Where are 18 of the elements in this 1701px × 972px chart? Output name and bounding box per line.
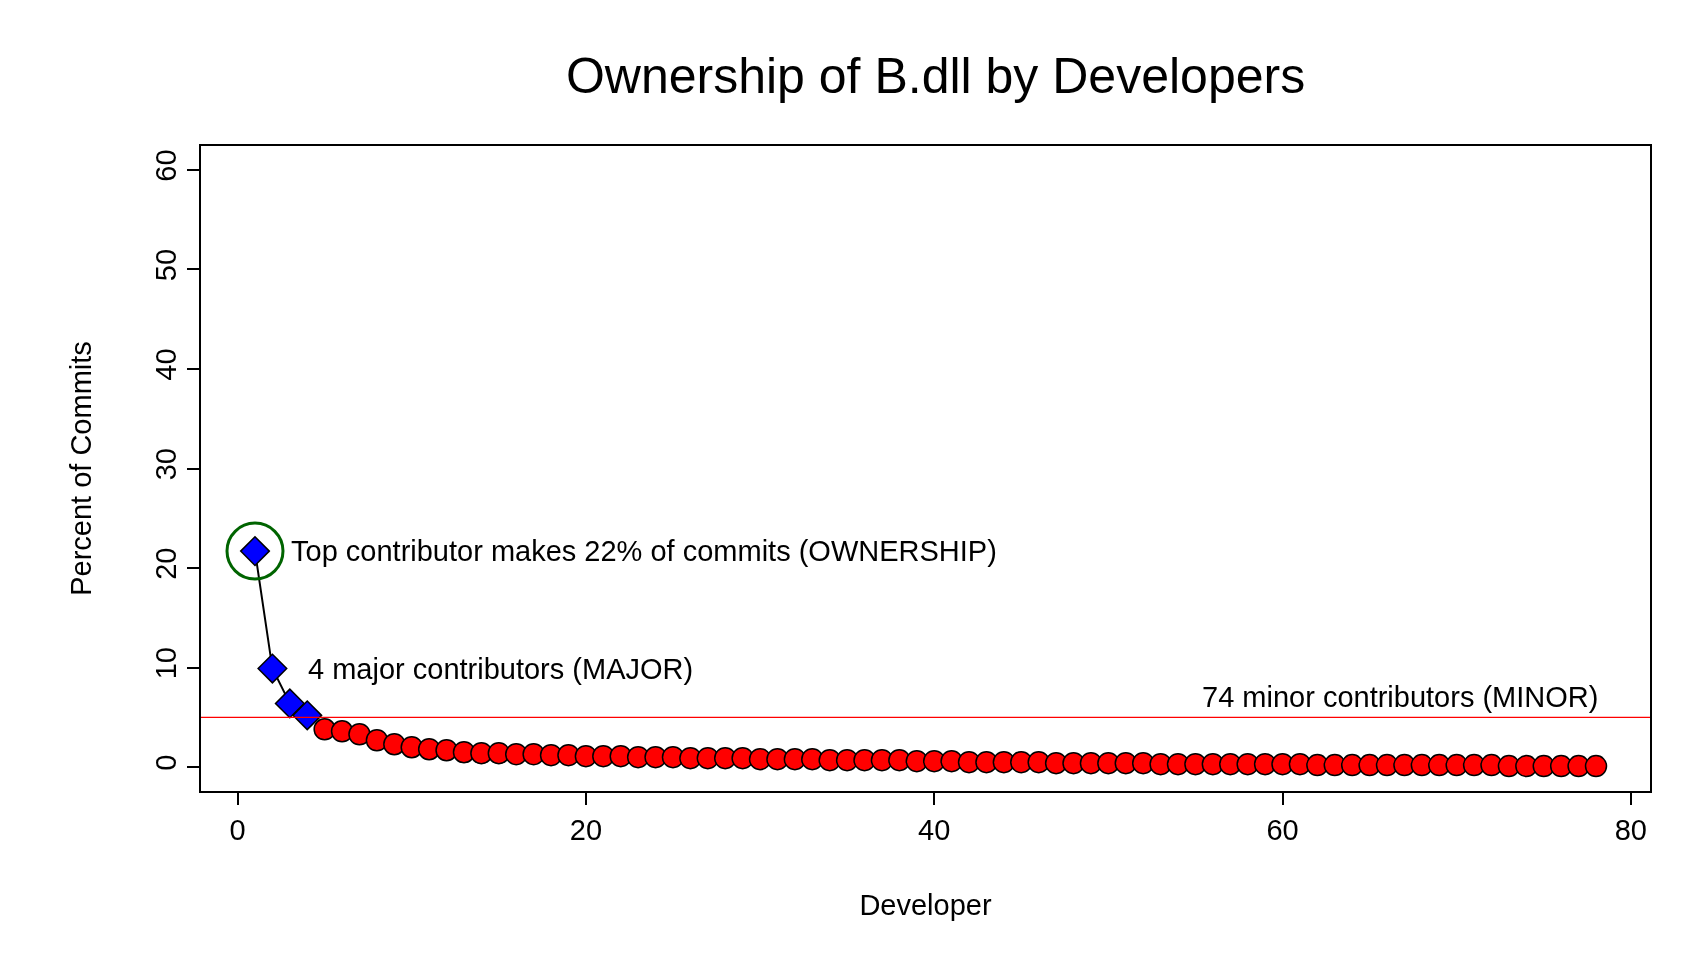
x-tick-label: 80 xyxy=(1614,813,1647,846)
x-tick-label: 20 xyxy=(569,813,603,846)
x-tick-label: 40 xyxy=(918,813,951,846)
y-tick-label: 50 xyxy=(149,248,182,282)
y-tick-label: 0 xyxy=(149,754,182,771)
chart-title: Ownership of B.dll by Developers xyxy=(565,48,1306,105)
y-tick-label: 10 xyxy=(149,647,182,680)
y-tick-label: 60 xyxy=(149,149,182,182)
y-axis-title: Percent of Commits xyxy=(64,341,97,596)
annotation: 4 major contributors (MAJOR) xyxy=(308,653,694,685)
y-tick-label: 40 xyxy=(149,348,182,381)
y-tick-label: 30 xyxy=(149,448,182,481)
x-tick-label: 0 xyxy=(229,813,246,846)
ref-line-label: 74 minor contributors (MINOR) xyxy=(1202,681,1599,713)
x-axis-title: Developer xyxy=(859,888,992,921)
y-tick-label: 20 xyxy=(149,547,182,580)
x-tick-label: 60 xyxy=(1266,813,1299,846)
annotation: Top contributor makes 22% of commits (OWNERSHIP) xyxy=(291,535,997,567)
